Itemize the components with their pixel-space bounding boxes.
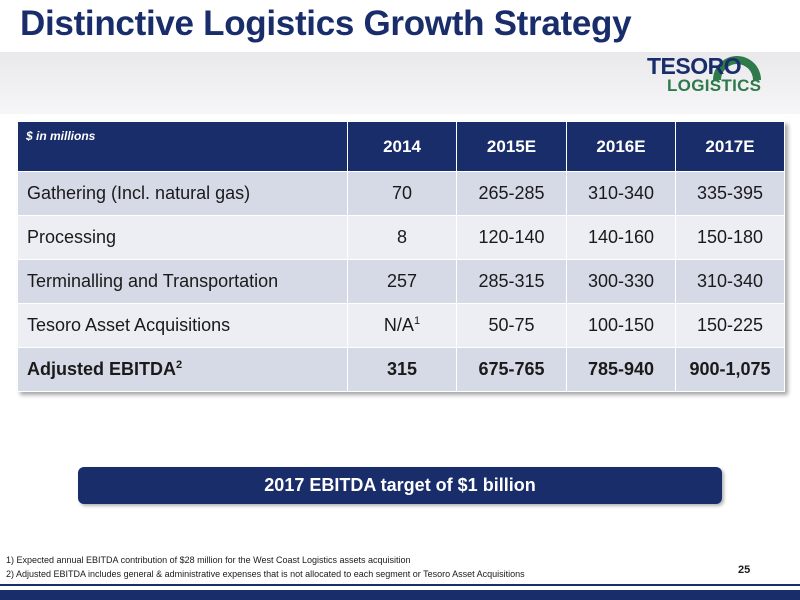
table-cell: 300-330 bbox=[566, 259, 676, 304]
footnote-2: 2) Adjusted EBITDA includes general & ad… bbox=[6, 569, 525, 579]
table-row: Tesoro Asset Acquisitions N/A1 50-75 100… bbox=[17, 303, 785, 348]
table-header-row: $ in millions 2014 2015E 2016E 2017E bbox=[17, 121, 785, 172]
table-cell: 675-765 bbox=[456, 347, 567, 392]
footer-rule bbox=[0, 584, 800, 586]
table-cell: 120-140 bbox=[456, 215, 567, 260]
footnote-marker: 1 bbox=[413, 315, 421, 327]
row-label: Tesoro Asset Acquisitions bbox=[17, 303, 348, 348]
row-label: Adjusted EBITDA2 bbox=[17, 347, 348, 392]
cell-value: N/A bbox=[383, 315, 414, 335]
footnote-1: 1) Expected annual EBITDA contribution o… bbox=[6, 555, 411, 565]
table-cell: 150-225 bbox=[675, 303, 785, 348]
table-cell: 265-285 bbox=[456, 171, 567, 216]
logo-text-tesoro: TESORO bbox=[647, 53, 742, 79]
table-cell: N/A1 bbox=[347, 303, 457, 348]
table-cell: 315 bbox=[347, 347, 457, 392]
table-cell: 70 bbox=[347, 171, 457, 216]
unit-label: $ in millions bbox=[17, 121, 348, 172]
table-cell: 785-940 bbox=[566, 347, 676, 392]
tesoro-logistics-logo: TESORO LOGISTICS bbox=[637, 36, 765, 100]
total-label: Adjusted EBITDA bbox=[27, 359, 177, 379]
table-cell: 150-180 bbox=[675, 215, 785, 260]
table-row: Processing 8 120-140 140-160 150-180 bbox=[17, 215, 785, 260]
row-label: Gathering (Incl. natural gas) bbox=[17, 171, 348, 216]
table-cell: 257 bbox=[347, 259, 457, 304]
table-cell: 285-315 bbox=[456, 259, 567, 304]
footnotes: 1) Expected annual EBITDA contribution o… bbox=[6, 553, 525, 581]
header-band bbox=[0, 52, 800, 114]
logo-arc-icon bbox=[713, 56, 761, 80]
table-cell: 900-1,075 bbox=[675, 347, 785, 392]
table-cell: 310-340 bbox=[675, 259, 785, 304]
logo-text-logistics: LOGISTICS bbox=[667, 76, 762, 95]
slide-title: Distinctive Logistics Growth Strategy bbox=[20, 4, 632, 43]
table-cell: 50-75 bbox=[456, 303, 567, 348]
footnote-marker: 2 bbox=[176, 359, 183, 371]
column-header: 2017E bbox=[675, 121, 785, 172]
table-cell: 8 bbox=[347, 215, 457, 260]
footer-bar bbox=[0, 590, 800, 600]
table-row: Gathering (Incl. natural gas) 70 265-285… bbox=[17, 171, 785, 216]
table-row: Terminalling and Transportation 257 285-… bbox=[17, 259, 785, 304]
ebitda-target-callout: 2017 EBITDA target of $1 billion bbox=[78, 467, 722, 504]
table-cell: 335-395 bbox=[675, 171, 785, 216]
row-label: Terminalling and Transportation bbox=[17, 259, 348, 304]
ebitda-table: $ in millions 2014 2015E 2016E 2017E Gat… bbox=[17, 121, 785, 392]
column-header: 2016E bbox=[566, 121, 676, 172]
row-label: Processing bbox=[17, 215, 348, 260]
page-number: 25 bbox=[738, 564, 751, 576]
column-header: 2015E bbox=[456, 121, 567, 172]
column-header: 2014 bbox=[347, 121, 457, 172]
table-row-total: Adjusted EBITDA2 315 675-765 785-940 900… bbox=[17, 347, 785, 392]
table-cell: 100-150 bbox=[566, 303, 676, 348]
table-cell: 140-160 bbox=[566, 215, 676, 260]
table-cell: 310-340 bbox=[566, 171, 676, 216]
